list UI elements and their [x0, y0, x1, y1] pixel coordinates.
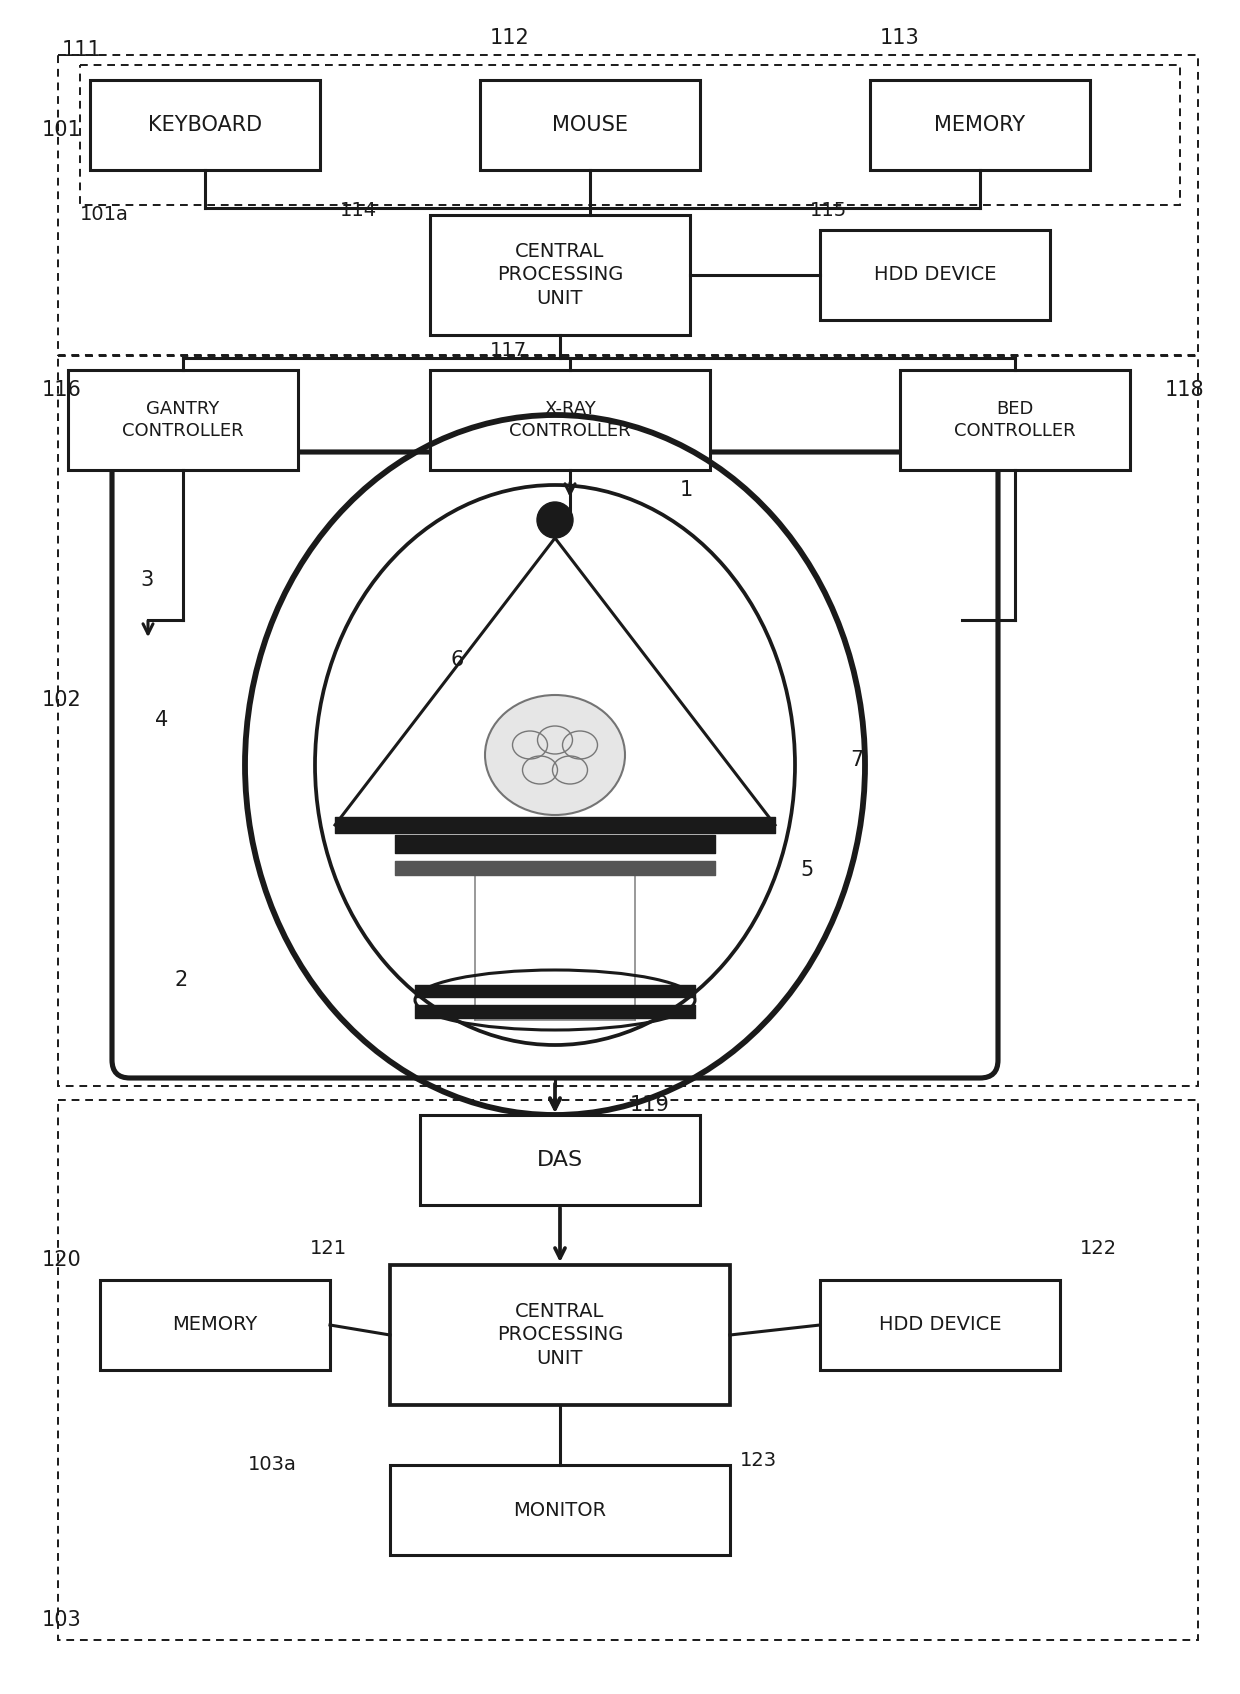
Text: 123: 123 [740, 1450, 777, 1469]
Text: X-RAY
CONTROLLER: X-RAY CONTROLLER [510, 400, 631, 440]
Text: HDD DEVICE: HDD DEVICE [879, 1316, 1001, 1335]
Bar [100, 1281, 330, 1370]
Text: 2: 2 [175, 971, 188, 989]
Bar [900, 369, 1130, 469]
Text: 117: 117 [490, 340, 527, 359]
Text: BED
CONTROLLER: BED CONTROLLER [955, 400, 1076, 440]
Circle shape [537, 501, 573, 539]
Text: 111: 111 [62, 41, 102, 59]
Text: 3: 3 [140, 569, 154, 590]
Text: CENTRAL
PROCESSING
UNIT: CENTRAL PROCESSING UNIT [497, 1303, 624, 1369]
Text: 102: 102 [42, 689, 82, 710]
Text: 115: 115 [810, 200, 847, 220]
Text: 112: 112 [490, 29, 529, 47]
Bar [820, 1281, 1060, 1370]
Text: MONITOR: MONITOR [513, 1501, 606, 1520]
Text: 7: 7 [849, 750, 863, 771]
Text: KEYBOARD: KEYBOARD [148, 115, 262, 136]
Text: 122: 122 [1080, 1238, 1117, 1257]
Text: HDD DEVICE: HDD DEVICE [874, 266, 996, 285]
Text: GANTRY
CONTROLLER: GANTRY CONTROLLER [123, 400, 244, 440]
Text: 6: 6 [450, 650, 464, 671]
Ellipse shape [485, 695, 625, 815]
Bar [58, 356, 1198, 1086]
Bar [820, 230, 1050, 320]
Text: 113: 113 [880, 29, 920, 47]
Bar [870, 80, 1090, 169]
Text: CENTRAL
PROCESSING
UNIT: CENTRAL PROCESSING UNIT [497, 242, 624, 308]
Bar [81, 64, 1180, 205]
Bar [430, 215, 689, 335]
Text: 101a: 101a [81, 205, 129, 225]
Text: 119: 119 [630, 1094, 670, 1115]
Text: DAS: DAS [537, 1150, 583, 1171]
Bar [91, 80, 320, 169]
Bar [58, 54, 1198, 356]
Text: 121: 121 [310, 1238, 347, 1257]
Text: 114: 114 [340, 200, 377, 220]
Text: 118: 118 [1166, 379, 1204, 400]
Bar [58, 1099, 1198, 1640]
Text: 1: 1 [680, 479, 693, 500]
Bar [480, 80, 701, 169]
Text: 103: 103 [42, 1609, 82, 1630]
Text: 103a: 103a [248, 1455, 296, 1474]
Bar [68, 369, 298, 469]
Bar [430, 369, 711, 469]
Text: MEMORY: MEMORY [172, 1316, 258, 1335]
Text: MOUSE: MOUSE [552, 115, 627, 136]
Text: 5: 5 [800, 861, 813, 879]
Bar [391, 1265, 730, 1404]
FancyBboxPatch shape [112, 452, 998, 1077]
Text: 4: 4 [155, 710, 169, 730]
Text: 101: 101 [42, 120, 82, 141]
Text: MEMORY: MEMORY [935, 115, 1025, 136]
Text: 116: 116 [42, 379, 82, 400]
Bar [420, 1115, 701, 1204]
Bar [391, 1465, 730, 1555]
Text: 120: 120 [42, 1250, 82, 1270]
